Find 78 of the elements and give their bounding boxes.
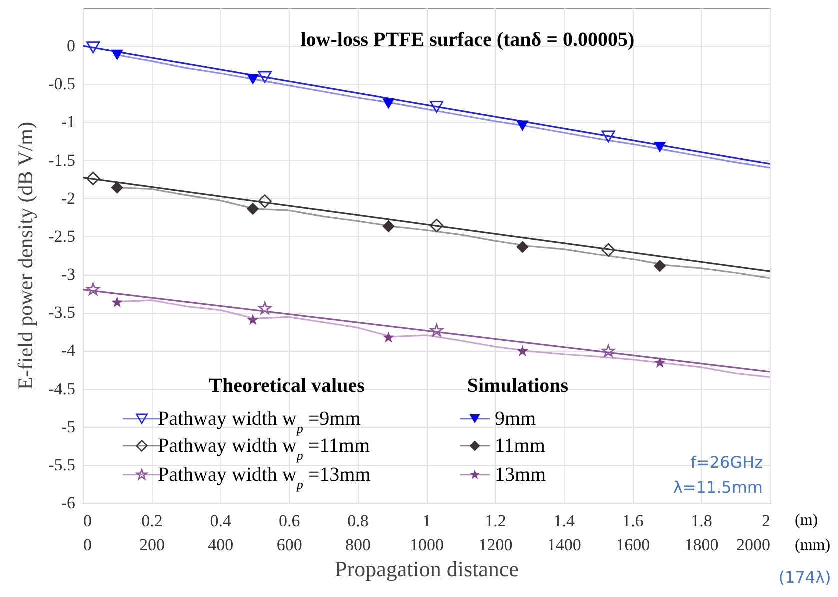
y-tick-label: -4.5 <box>48 379 76 398</box>
x-tick-label: 1.4 <box>554 512 576 530</box>
point <box>602 130 616 143</box>
point <box>247 314 259 326</box>
y-tick-label: -5.5 <box>48 455 76 474</box>
point <box>258 302 272 314</box>
x2-tick-label: 1200 <box>478 536 513 554</box>
x-tick-label: 1.8 <box>691 512 712 530</box>
text: (m) <box>795 512 818 529</box>
y-tick-label: -1.5 <box>48 150 76 170</box>
x-tick-label: 0 <box>84 512 92 530</box>
text: (mm) <box>795 537 831 554</box>
x-tick-label: 0.6 <box>278 512 300 530</box>
point <box>246 202 260 216</box>
x2-tick-label: 1400 <box>547 536 582 554</box>
point <box>516 345 529 356</box>
text: low-loss PTFE surface (tanδ = 0.00005) <box>300 29 635 51</box>
annotation: f=26GHz <box>690 453 763 472</box>
y-tick-label: -4 <box>61 341 76 360</box>
x2-tick-label: 0 <box>84 536 92 554</box>
point <box>430 218 444 233</box>
point <box>430 100 444 114</box>
x2-tick-label: 600 <box>276 536 302 554</box>
x-tick-label: 1 <box>422 512 432 530</box>
legend-label: Pathway width w$_{p}$ =11mm <box>158 435 370 462</box>
x2-tick-label: 1800 <box>684 536 719 554</box>
x-tick-label: 1.6 <box>622 512 644 530</box>
point <box>516 241 529 254</box>
y-tick-label: -0.5 <box>48 74 76 94</box>
x-tick-label: 1.2 <box>485 512 506 530</box>
point <box>86 172 100 186</box>
y-tick-label: 0 <box>67 36 76 56</box>
point <box>382 98 395 110</box>
y-tick-label: -6 <box>61 494 76 512</box>
x2-tick-label: 2000 <box>736 536 770 554</box>
point <box>602 243 616 257</box>
x-tick-label: 0.8 <box>348 512 369 530</box>
legend-label: 13mm <box>495 464 547 486</box>
y-axis-title: E-field power density (dB V/m) <box>14 122 38 390</box>
point <box>111 50 124 61</box>
y-tick-label: -1 <box>61 112 76 132</box>
x2-tick-label: 400 <box>208 536 234 554</box>
point <box>602 344 616 358</box>
x2-tick-label: 200 <box>139 536 165 554</box>
point <box>430 324 444 337</box>
y-tick-label: -3.5 <box>48 303 76 322</box>
x2-tick-label: 800 <box>346 536 372 554</box>
x2-tick-label: 1600 <box>616 536 650 554</box>
point <box>112 296 124 308</box>
legend-label: 11mm <box>495 435 546 457</box>
point <box>246 74 260 85</box>
point <box>258 71 272 84</box>
legend-label: Pathway width w$_{p}$ =13mm <box>158 464 372 492</box>
y-tick-label: -2.5 <box>48 226 76 246</box>
x2-tick-label: 1000 <box>410 536 444 554</box>
y-tick-label: -5 <box>61 417 76 436</box>
point <box>654 356 666 368</box>
text: (174λ) <box>778 568 832 587</box>
point <box>111 182 124 194</box>
y-tick-label: -3 <box>61 265 76 284</box>
point <box>86 42 100 54</box>
annotation: λ=11.5mm <box>673 478 763 497</box>
point <box>654 260 666 272</box>
point <box>382 220 395 233</box>
point <box>258 194 272 208</box>
legend-label: 9mm <box>495 408 537 430</box>
x-axis-title: Propagation distance <box>335 556 519 582</box>
x-tick-label: 0.2 <box>142 512 163 530</box>
x-tick-label: 2 <box>762 512 770 530</box>
point <box>382 332 395 343</box>
y-tick-label: -2 <box>61 188 76 208</box>
point <box>86 282 100 296</box>
legend-label: Pathway width w$_{p}$ =9mm <box>158 408 362 436</box>
annotation: Theoretical values <box>209 375 366 397</box>
point <box>516 120 529 132</box>
annotation: Simulations <box>467 375 569 397</box>
point <box>654 142 666 153</box>
x-tick-label: 0.4 <box>210 512 232 530</box>
